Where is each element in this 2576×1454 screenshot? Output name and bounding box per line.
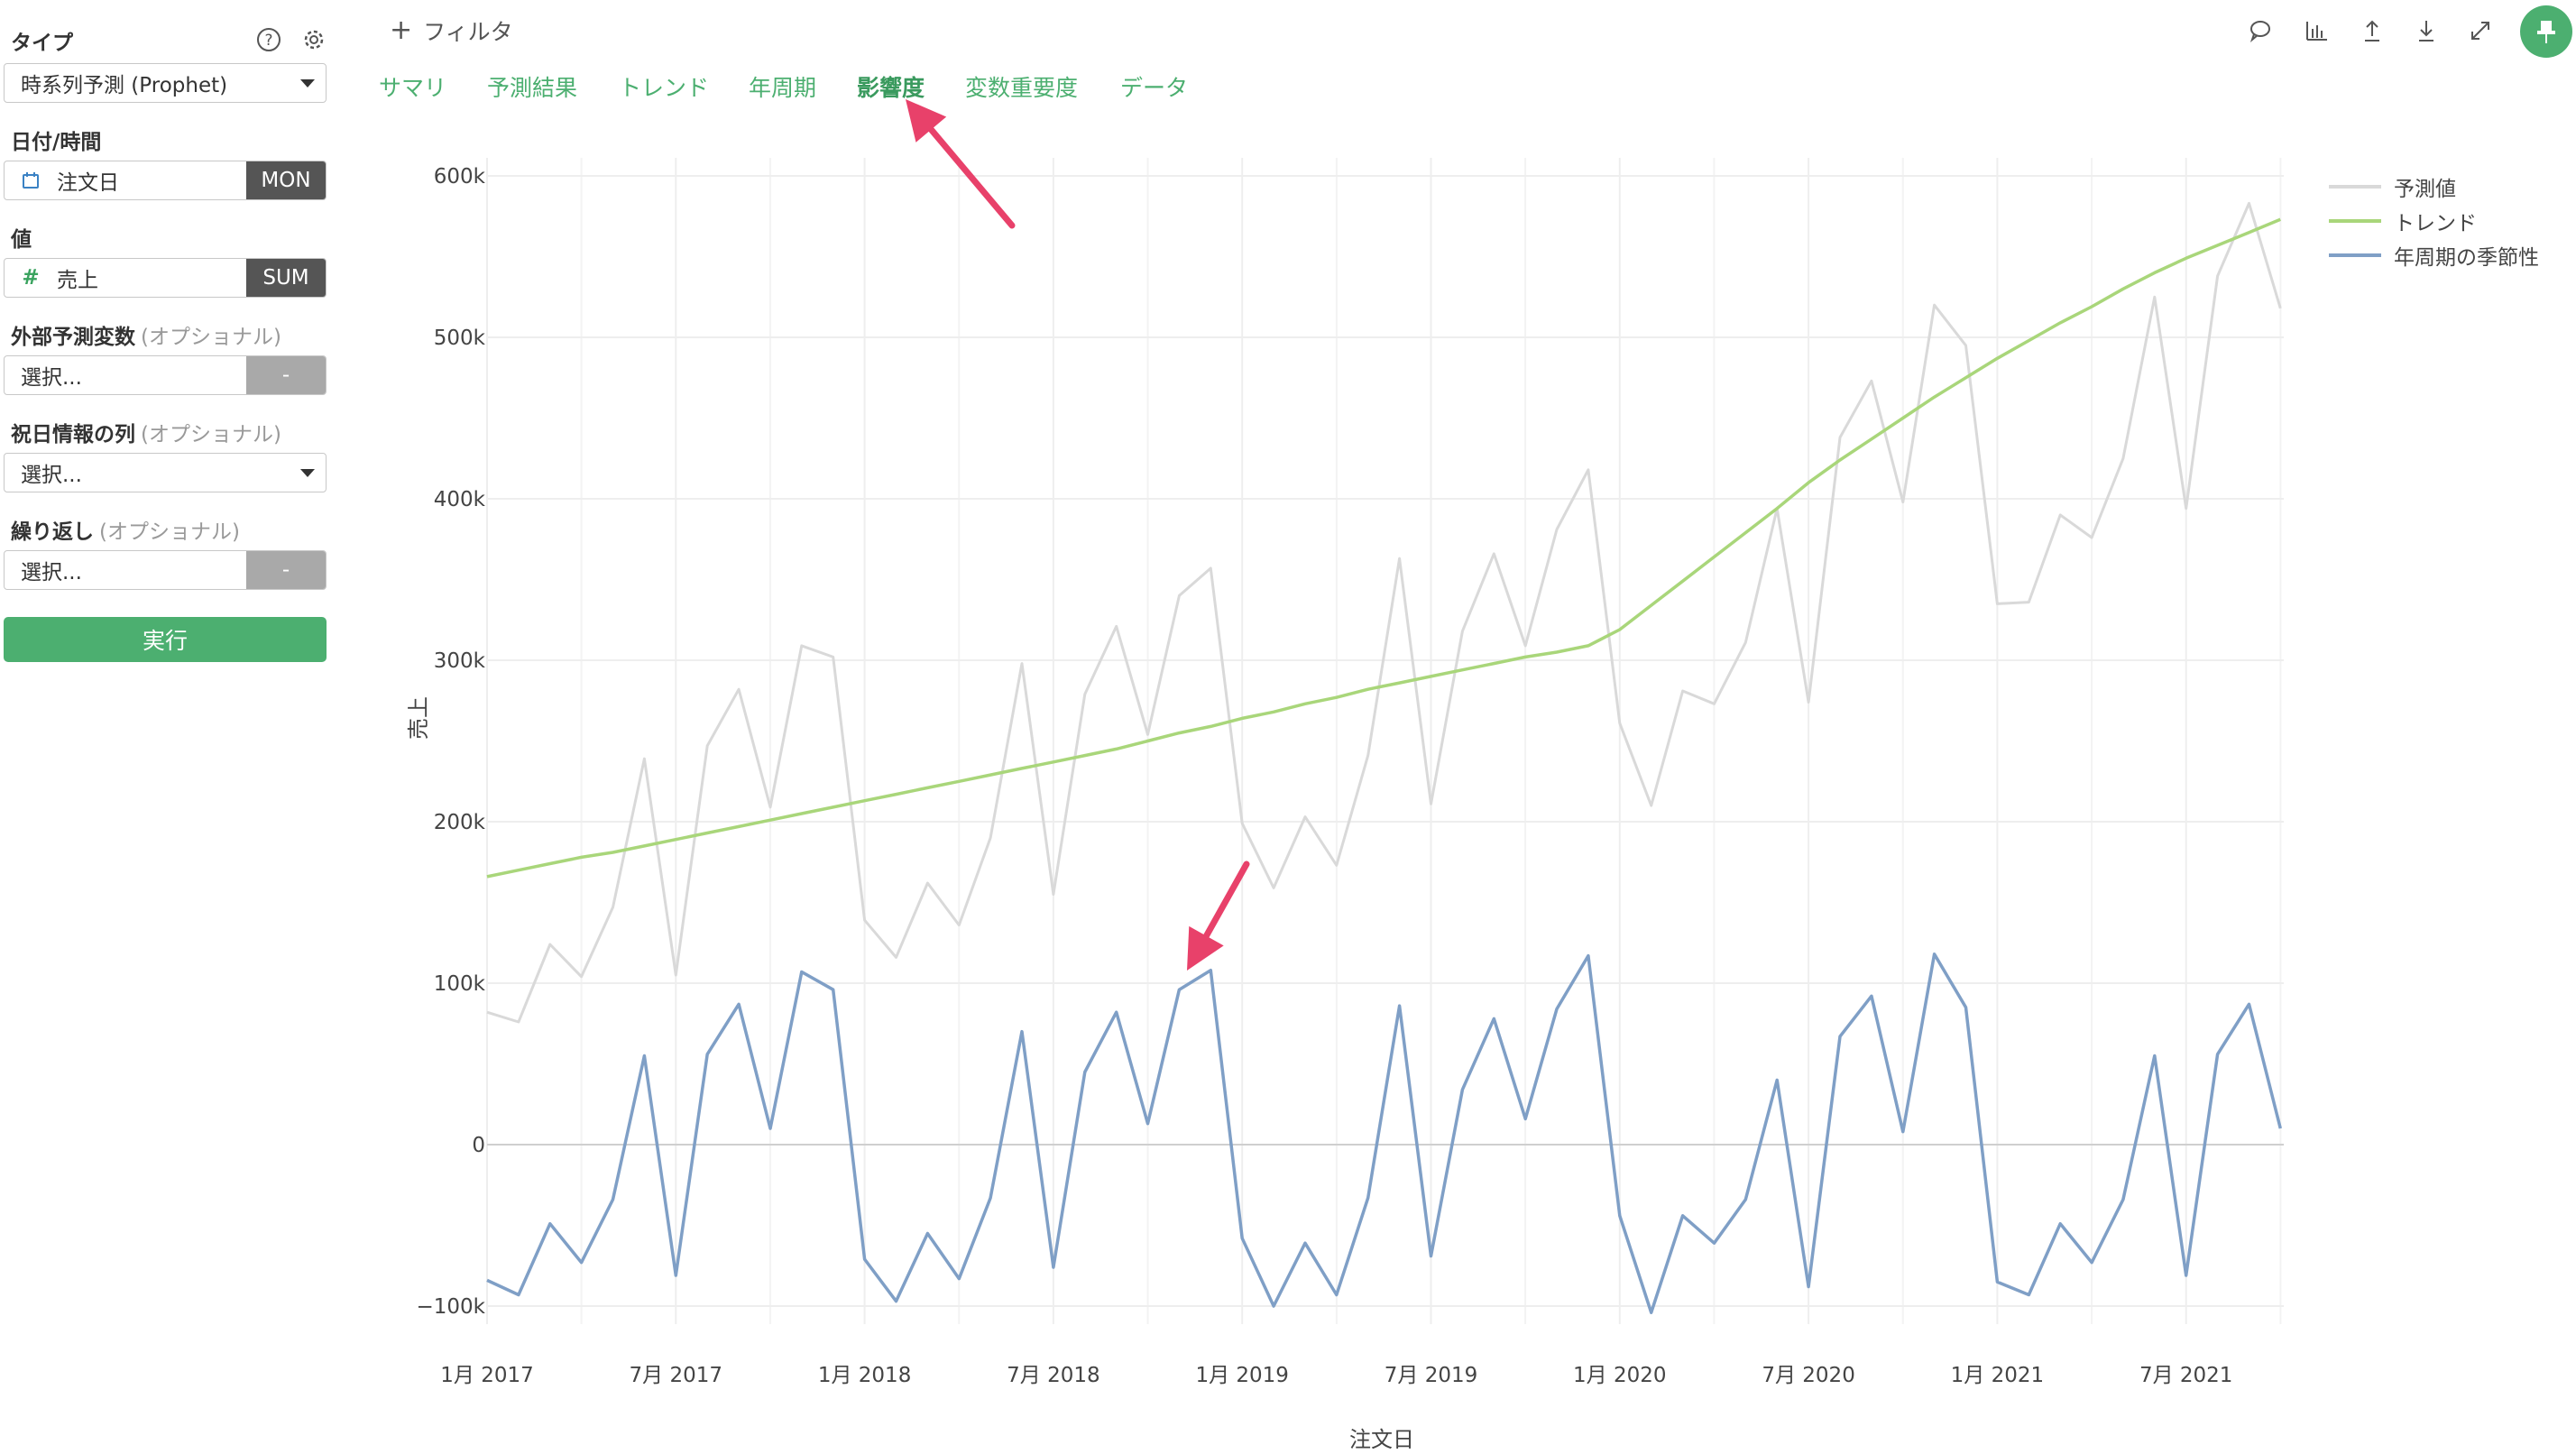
tab-arrow-head (906, 99, 947, 143)
tab-data[interactable]: データ (1120, 75, 1189, 101)
download-icon[interactable] (2410, 14, 2443, 47)
caret-down-icon (300, 469, 315, 477)
date-field: 注文日 MON (4, 161, 327, 200)
help-icon[interactable]: ? (253, 23, 285, 56)
date-field-value[interactable]: 注文日 (5, 161, 246, 199)
type-select[interactable]: 時系列予測 (Prophet) (4, 63, 327, 103)
repeat-agg-button[interactable]: - (246, 551, 326, 589)
date-aggregation-button[interactable]: MON (246, 161, 326, 199)
legend-label: 年周期の季節性 (2394, 246, 2539, 270)
filter-label: フィルタ (423, 19, 513, 45)
holiday-select-value: 選択... (21, 464, 82, 487)
calendar-icon (21, 171, 41, 189)
holiday-select[interactable]: 選択... (4, 453, 327, 492)
value-field-name: 売上 (57, 269, 98, 292)
x-tick-label: 7月 2018 (1007, 1364, 1099, 1387)
tab-yearly[interactable]: 年周期 (749, 75, 817, 101)
seasonality-line (486, 952, 2282, 1314)
comment-icon[interactable] (2244, 14, 2277, 47)
external-regressor-input[interactable]: 選択... (21, 366, 82, 390)
x-tick-label: 7月 2019 (1385, 1364, 1477, 1387)
repeat-input[interactable]: 選択... (21, 561, 82, 584)
x-tick-label: 1月 2017 (440, 1364, 533, 1387)
legend-label: 予測値 (2394, 178, 2456, 201)
y-tick-label: 200k (434, 811, 486, 834)
type-select-value: 時系列予測 (Prophet) (21, 74, 228, 97)
y-tick-label: 300k (434, 649, 486, 673)
y-tick-label: 400k (434, 488, 486, 511)
value-field: # 売上 SUM (4, 258, 327, 298)
tab-arrow-shaft (927, 126, 1016, 229)
external-regressor-label: 外部予測変数 (オプショナル) (11, 319, 281, 350)
upload-icon[interactable] (2356, 14, 2388, 47)
filter-button[interactable]: + フィルタ (390, 14, 513, 47)
x-tick-label: 1月 2019 (1195, 1364, 1288, 1387)
y-axis-ticks: 600k 500k 400k 300k 200k 100k 0 −100k (417, 165, 486, 1319)
date-field-name: 注文日 (57, 171, 119, 195)
y-tick-label: 500k (434, 327, 486, 350)
legend-swatch (2329, 253, 2381, 257)
tab-impact[interactable]: 影響度 (857, 75, 925, 101)
annotation-arrows (906, 99, 1250, 971)
optional-note: (オプショナル) (99, 520, 240, 544)
x-axis-title: 注文日 (1349, 1427, 1414, 1452)
external-regressor-agg-button[interactable]: - (246, 356, 326, 394)
horizontal-gridlines (487, 175, 2284, 1307)
settings-sidebar: タイプ ? 時系列予測 (Prophet) 日付/時間 注文日 MON 値 # … (0, 0, 343, 1454)
legend-label: トレンド (2394, 212, 2477, 235)
repeat-field: 選択... - (4, 550, 327, 590)
repeat-label: 繰り返し (オプショナル) (11, 514, 240, 545)
external-regressor-field: 選択... - (4, 355, 327, 395)
y-tick-label: 0 (472, 1134, 485, 1157)
legend-item-seasonality[interactable]: 年周期の季節性 (2329, 240, 2539, 271)
legend-item-trend[interactable]: トレンド (2329, 206, 2477, 236)
x-tick-label: 1月 2018 (818, 1364, 911, 1387)
svg-text:?: ? (264, 32, 272, 50)
hash-icon: # (22, 266, 40, 290)
legend-item-prediction[interactable]: 予測値 (2329, 171, 2456, 202)
peak-arrow-head (1187, 925, 1224, 971)
caret-down-icon (300, 79, 315, 87)
type-label: タイプ (11, 32, 73, 55)
peak-arrow-shaft (1202, 860, 1250, 940)
tab-trend[interactable]: トレンド (619, 75, 710, 101)
prediction-line (486, 201, 2282, 1024)
holiday-label: 祝日情報の列 (オプショナル) (11, 417, 281, 447)
repeat-label-text: 繰り返し (11, 520, 94, 544)
date-label: 日付/時間 (11, 131, 102, 154)
x-tick-label: 7月 2020 (1762, 1364, 1854, 1387)
legend-swatch (2329, 219, 2381, 223)
x-tick-label: 1月 2020 (1573, 1364, 1666, 1387)
value-field-value[interactable]: # 売上 (5, 259, 246, 297)
expand-icon[interactable] (2464, 14, 2497, 47)
value-aggregation-button[interactable]: SUM (246, 259, 326, 297)
external-regressor-label-text: 外部予測変数 (11, 326, 135, 349)
holiday-label-text: 祝日情報の列 (11, 423, 135, 446)
y-axis-title: 売上 (406, 696, 431, 740)
x-axis-ticks: 1月 2017 7月 2017 1月 2018 7月 2018 1月 2019 7月 20… (440, 1364, 2232, 1387)
optional-note: (オプショナル) (141, 326, 281, 349)
vertical-gridlines (486, 158, 2282, 1324)
plus-icon: + (390, 14, 413, 46)
y-tick-label: 100k (434, 972, 486, 996)
trend-line (486, 217, 2281, 879)
optional-note: (オプショナル) (141, 423, 281, 446)
run-button[interactable]: 実行 (4, 617, 327, 662)
y-tick-label: −100k (417, 1295, 486, 1319)
x-tick-label: 7月 2017 (630, 1364, 722, 1387)
tab-prediction[interactable]: 予測結果 (487, 75, 578, 101)
gear-icon[interactable] (298, 23, 330, 56)
value-label: 値 (11, 228, 32, 252)
pin-icon[interactable] (2520, 5, 2572, 58)
tab-summary[interactable]: サマリ (379, 75, 447, 101)
series-lines (486, 201, 2282, 1314)
x-tick-label: 1月 2021 (1951, 1364, 2044, 1387)
chart-icon[interactable] (2300, 14, 2332, 47)
tab-variable-importance[interactable]: 変数重要度 (965, 75, 1079, 101)
x-tick-label: 7月 2021 (2139, 1364, 2232, 1387)
legend-swatch (2329, 185, 2381, 189)
y-tick-label: 600k (434, 165, 486, 189)
